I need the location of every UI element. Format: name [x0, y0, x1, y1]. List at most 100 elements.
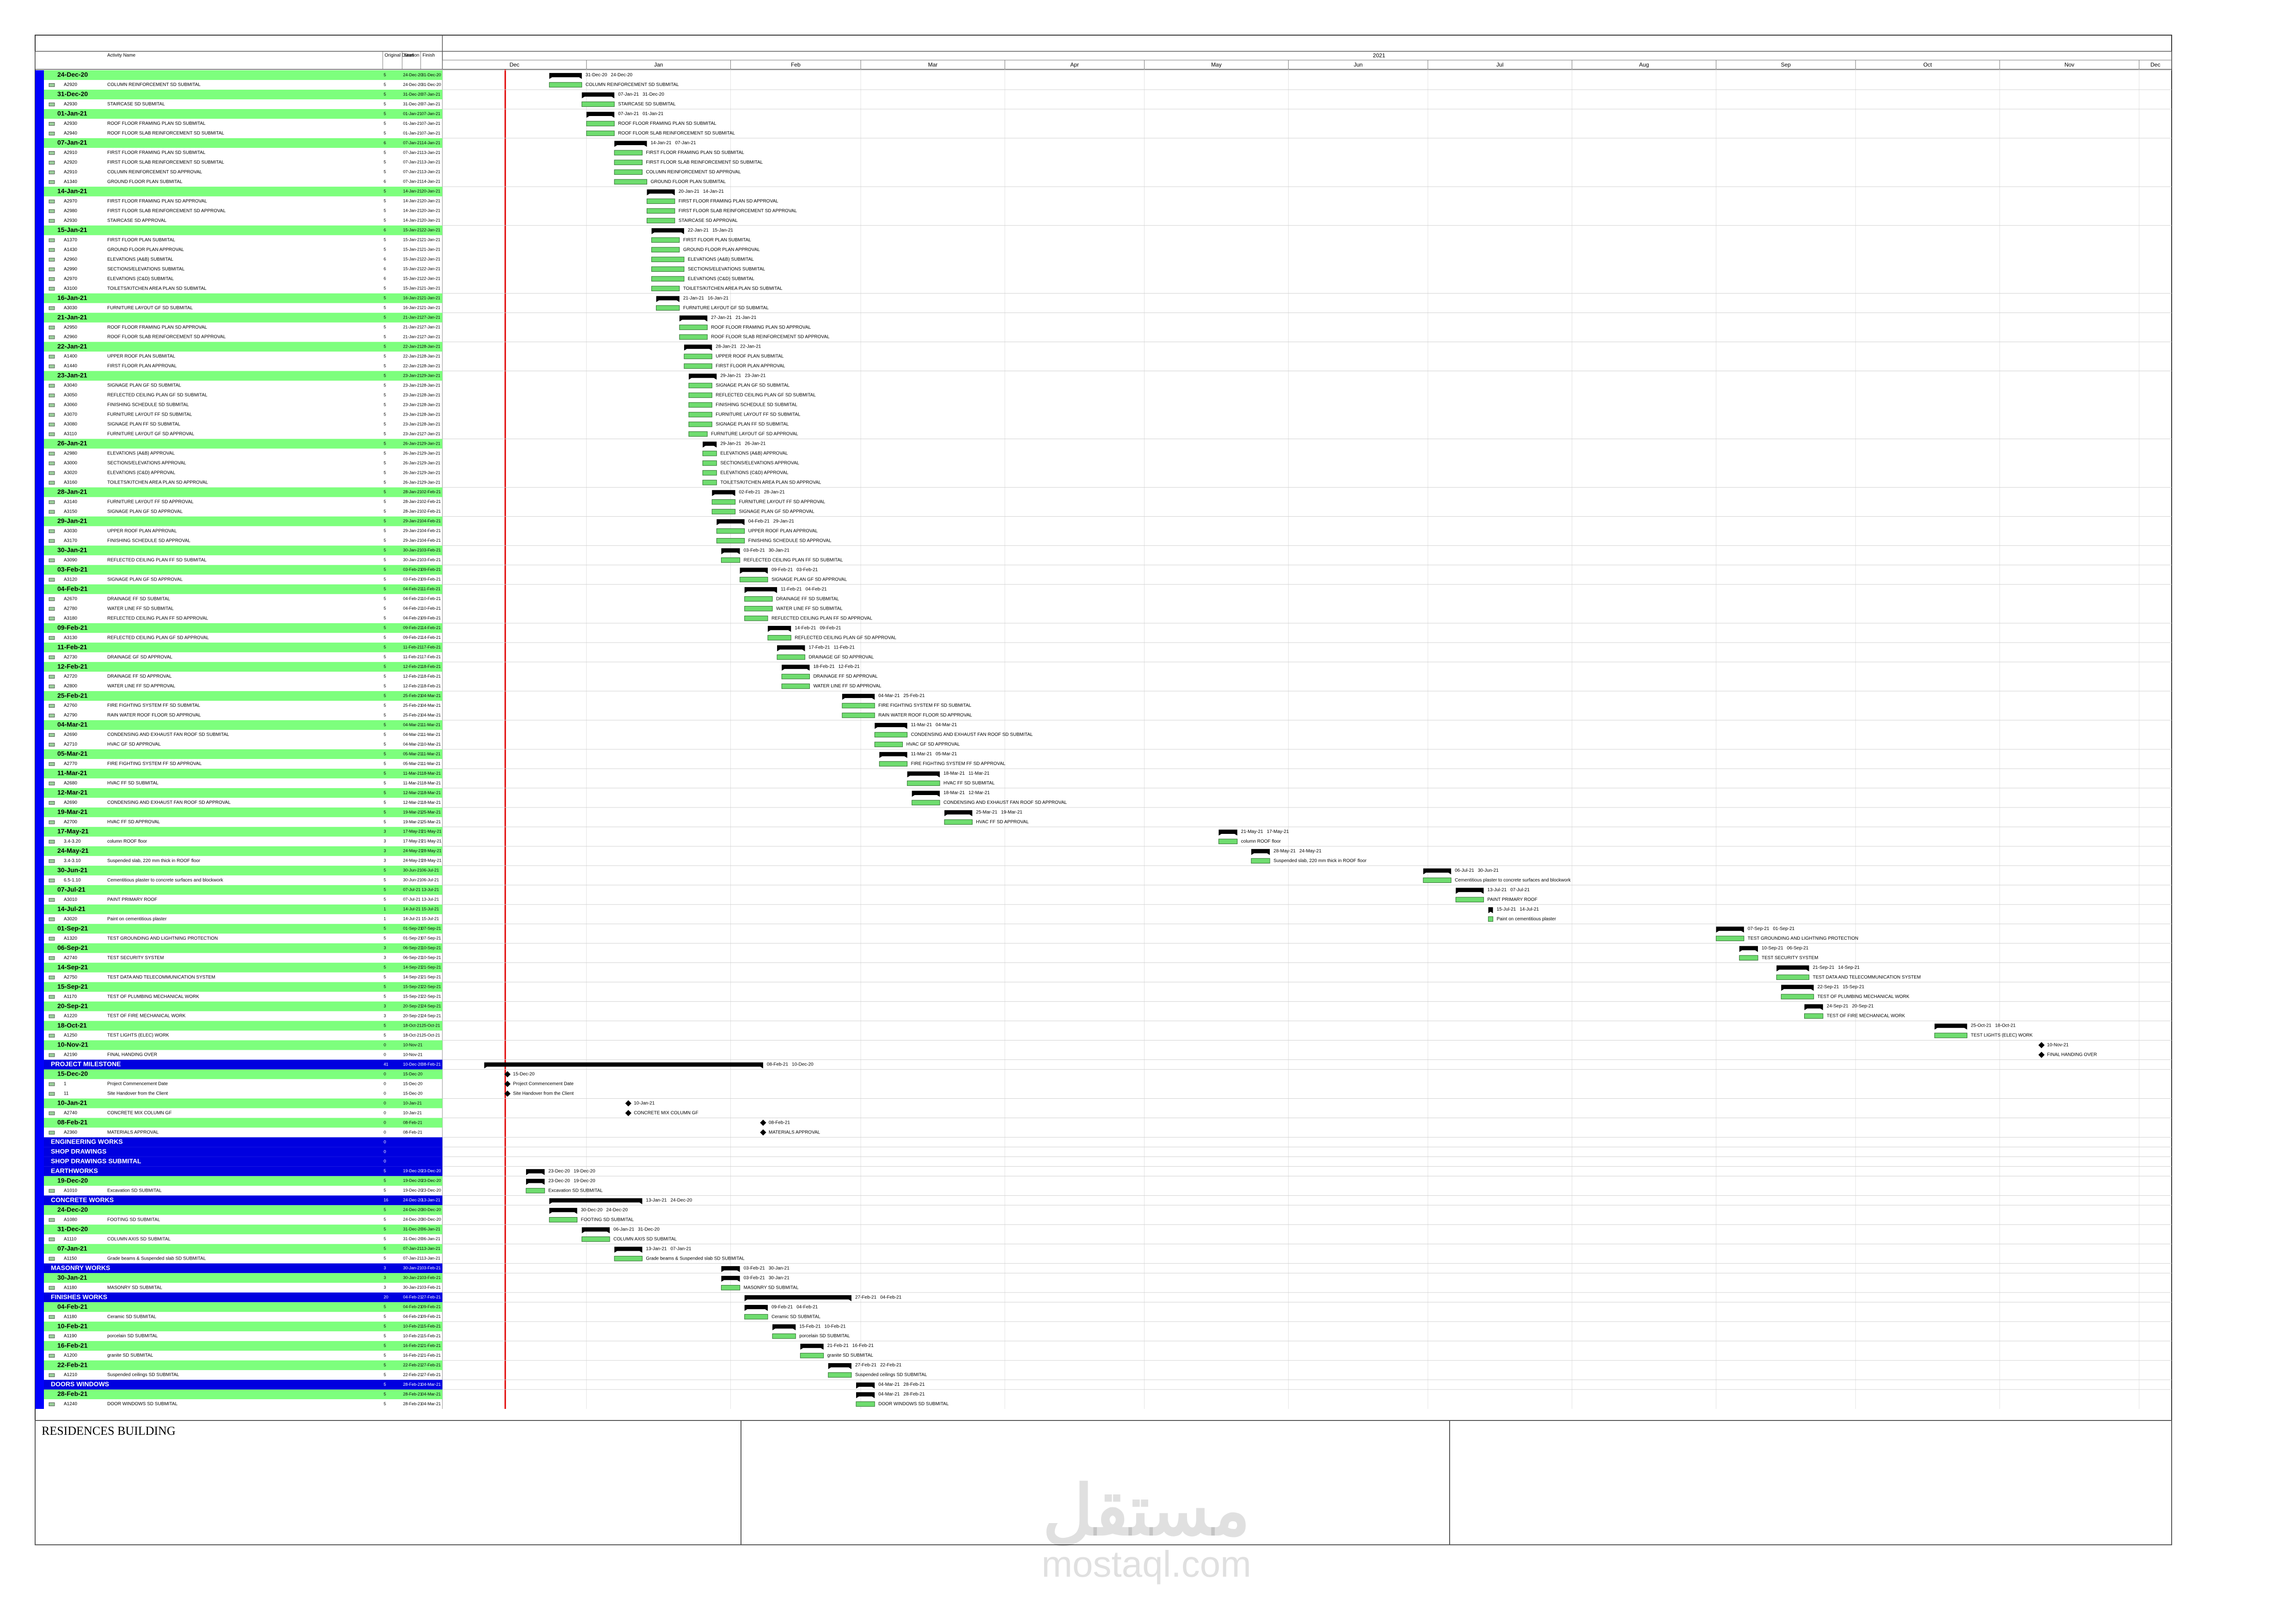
duration: 5: [384, 538, 386, 543]
activity-name: FIRST FLOOR SLAB REINFORCEMENT SD SUBMIT…: [107, 160, 224, 165]
date-row: [44, 749, 442, 759]
start-date: 06-Sep-21: [403, 946, 422, 950]
activity-bar: [614, 179, 647, 185]
bar-label: 04-Mar-21: [878, 693, 900, 698]
activity-id: A3140: [64, 499, 77, 504]
activity-id: A1370: [64, 238, 77, 243]
duration: 5: [384, 926, 386, 931]
duration: 5: [384, 460, 386, 465]
activity-bar: [781, 673, 810, 679]
bar-label: 11-Mar-21: [968, 771, 990, 776]
activity-id: A1190: [64, 1334, 77, 1339]
start-date: 01-Sep-21: [403, 926, 422, 931]
column-header: Start: [404, 53, 414, 58]
activity-icon: [49, 975, 55, 979]
duration: 5: [384, 528, 386, 533]
activity-icon: [49, 1218, 55, 1222]
activity-icon: [49, 801, 55, 805]
bar-label: 02-Feb-21: [739, 490, 761, 495]
finish-date: 18-Feb-21: [422, 674, 441, 679]
finish-date: 14-Feb-21: [422, 635, 441, 640]
bar-label: 28-Feb-21: [903, 1392, 925, 1397]
start-date: 05-Mar-21: [403, 752, 422, 756]
bar-label: 21-Sep-21: [1813, 965, 1835, 970]
duration: 5: [384, 1023, 386, 1028]
duration: 5: [384, 781, 386, 785]
month-label: Jan: [654, 61, 663, 68]
activity-name: ROOF FLOOR SLAB REINFORCEMENT SD APPROVA…: [107, 335, 226, 340]
bar-label: 13-Jul-21: [1488, 888, 1507, 893]
bar-label: 11-Mar-21: [911, 722, 932, 728]
date-row: [44, 1176, 442, 1186]
start-date: 22-Jan-21: [403, 354, 422, 358]
activity-icon: [49, 782, 55, 785]
bar-label: PAINT PRIMARY ROOF: [1488, 897, 1537, 902]
finish-date: 13-Jan-21: [422, 1198, 441, 1202]
activity-name: REFLECTED CEILING PLAN FF SD SUBMITAL: [107, 557, 207, 563]
start-date: 09-Feb-21: [403, 625, 422, 630]
bar-label: 20-Sep-21: [1852, 1004, 1874, 1009]
finish-date: 10-Sep-21: [422, 955, 441, 960]
bar-label: COLUMN AXIS SD SUBMITAL: [613, 1236, 677, 1242]
duration: 6: [384, 228, 386, 233]
bar-label: 22-Jan-21: [688, 228, 709, 233]
activity-id: A2690: [64, 732, 77, 737]
start-date: 07-Jan-21: [403, 141, 422, 145]
finish-date: 13-Jul-21: [422, 888, 439, 892]
activity-id: A1110: [64, 1236, 77, 1242]
activity-bar: [1423, 877, 1451, 883]
start-date: 21-Jan-21: [403, 324, 422, 329]
date-row: [44, 662, 442, 672]
summary-bar: [1739, 946, 1758, 952]
activity-bar: [772, 1333, 796, 1339]
activity-bar: [688, 392, 712, 398]
bar-label: FURNITURE LAYOUT FF SD APPROVAL: [739, 499, 826, 504]
date-name: 01-Sep-21: [57, 924, 88, 932]
activity-name: granite SD SUBMITAL: [107, 1353, 153, 1358]
finish-date: 28-May-21: [422, 858, 441, 863]
finish-date: 18-Mar-21: [422, 800, 441, 805]
date-row: [44, 865, 442, 875]
finish-date: 22-Sep-21: [422, 985, 441, 989]
date-row: [44, 1322, 442, 1332]
summary-bar: [1488, 907, 1493, 913]
finish-date: 17-Feb-21: [422, 645, 441, 649]
start-date: 14-Jul-21: [403, 917, 421, 921]
bar-label: TEST OF FIRE MECHANICAL WORK: [1827, 1014, 1905, 1019]
bar-label: FIRST FLOOR FRAMING PLAN SD SUBMITAL: [646, 150, 744, 155]
bar-label: WATER LINE FF SD APPROVAL: [813, 684, 882, 689]
start-date: 19-Dec-20: [403, 1188, 422, 1193]
activity-name: porcelain SD SUBMITAL: [107, 1334, 158, 1339]
activity-icon: [49, 733, 55, 737]
start-date: 10-Jan-21: [403, 1101, 422, 1105]
bar-label: 14-Feb-21: [795, 625, 816, 630]
duration: 5: [384, 392, 386, 397]
activity-id: A3070: [64, 412, 77, 417]
finish-date: 13-Jan-21: [422, 160, 441, 165]
date-name: 31-Dec-20: [57, 90, 88, 98]
finish-date: 04-Feb-21: [422, 538, 441, 543]
activity-name: COLUMN AXIS SD SUBMITAL: [107, 1236, 171, 1242]
activity-name: TEST SECURITY SYSTEM: [107, 955, 164, 961]
summary-bar: [907, 771, 940, 777]
group-name: SHOP DRAWINGS: [51, 1148, 106, 1155]
start-date: 10-Nov-21: [403, 1042, 422, 1047]
activity-icon: [49, 578, 55, 582]
start-date: 15-Jan-21: [403, 286, 422, 291]
bar-label: 18-Mar-21: [943, 790, 965, 796]
finish-date: 22-Jan-21: [422, 267, 441, 271]
activity-bar: [879, 761, 908, 767]
bar-label: 29-Jan-21: [720, 373, 741, 379]
finish-date: 25-Mar-21: [422, 820, 441, 824]
activity-icon: [49, 704, 55, 708]
bar-label: Ceramic SD SUBMITAL: [771, 1314, 820, 1319]
bar-label: 15-Feb-21: [799, 1324, 821, 1329]
date-name: 30-Jan-21: [57, 546, 87, 553]
bar-label: 19-Mar-21: [1001, 810, 1023, 815]
summary-bar: [614, 1247, 643, 1253]
activity-id: A1430: [64, 247, 77, 252]
date-row: [44, 565, 442, 575]
summary-bar: [767, 626, 791, 632]
activity-name: FURNITURE LAYOUT FF SD APPROVAL: [107, 499, 194, 504]
activity-name: Ceramic SD SUBMITAL: [107, 1314, 156, 1319]
